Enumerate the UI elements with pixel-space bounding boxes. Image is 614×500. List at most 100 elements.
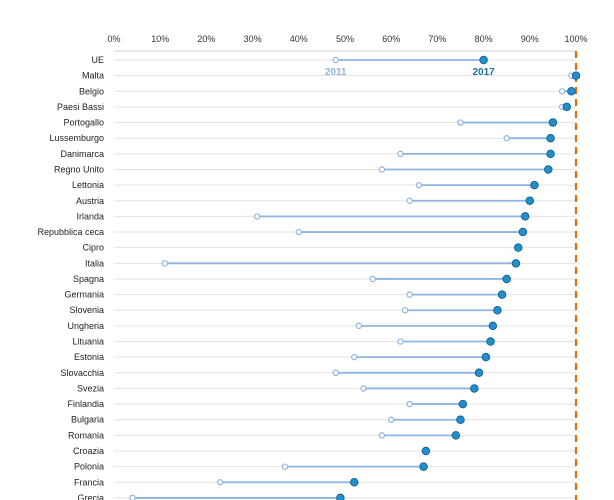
point-2017 bbox=[479, 55, 488, 65]
point-2017 bbox=[571, 71, 581, 80]
category-label: Ungheria bbox=[67, 321, 104, 331]
x-tick-label: 40% bbox=[290, 34, 308, 44]
x-tick-label: 100% bbox=[564, 34, 587, 44]
category-label: Lussemburgo bbox=[49, 133, 104, 143]
category-label: Slovacchia bbox=[60, 368, 104, 378]
category-label: Francia bbox=[74, 477, 104, 487]
point-2011 bbox=[401, 307, 409, 314]
point-2011 bbox=[360, 385, 367, 392]
category-label: Finlandia bbox=[67, 399, 104, 409]
category-label: Portogallo bbox=[63, 118, 104, 128]
category-label: Regno Unito bbox=[54, 164, 104, 174]
category-label: Lettonia bbox=[72, 180, 104, 190]
point-2017 bbox=[502, 274, 511, 284]
point-2017 bbox=[349, 478, 359, 487]
point-2011 bbox=[295, 228, 302, 236]
point-2017 bbox=[562, 102, 572, 112]
point-2011 bbox=[369, 275, 376, 283]
category-label: Repubblica ceca bbox=[37, 227, 104, 237]
point-2017 bbox=[497, 290, 507, 299]
category-label: Slovenia bbox=[69, 305, 104, 315]
point-2011 bbox=[351, 353, 358, 361]
category-label: Irlanda bbox=[76, 211, 104, 221]
point-2017 bbox=[525, 196, 535, 206]
category-label: Malta bbox=[82, 71, 104, 81]
point-2011 bbox=[355, 322, 363, 330]
category-labels: UE Malta Belgio Paesi Bassi Portogallo Lussem… bbox=[37, 55, 104, 500]
category-label: Spagna bbox=[73, 274, 104, 284]
point-2011 bbox=[217, 479, 224, 486]
category-label: Estonia bbox=[74, 352, 104, 362]
point-2017 bbox=[451, 431, 461, 440]
point-2011 bbox=[406, 291, 413, 298]
category-label: UE bbox=[91, 55, 104, 65]
point-2017 bbox=[419, 462, 428, 471]
point-2017 bbox=[493, 305, 502, 315]
x-tick-label: 0% bbox=[107, 34, 120, 44]
point-2017 bbox=[548, 118, 558, 127]
category-label: Austria bbox=[76, 196, 104, 206]
point-2017 bbox=[336, 493, 345, 500]
point-2017 bbox=[546, 133, 555, 143]
point-2017 bbox=[470, 384, 479, 393]
point-2017 bbox=[546, 149, 555, 159]
x-axis: 0% 10% 20% 30% 40% 50% 60% 70% 80% 90% 100% bbox=[107, 34, 588, 52]
category-label: Cipro bbox=[82, 243, 104, 253]
x-tick-label: 60% bbox=[382, 34, 400, 44]
x-tick-label: 50% bbox=[336, 34, 354, 44]
point-2011 bbox=[378, 432, 386, 439]
point-2011 bbox=[406, 197, 413, 204]
x-tick-label: 30% bbox=[244, 34, 262, 44]
category-label: Romania bbox=[68, 430, 104, 440]
point-2017 bbox=[567, 87, 576, 96]
x-tick-label: 10% bbox=[151, 34, 169, 44]
point-2011 bbox=[161, 260, 169, 267]
point-2017 bbox=[456, 415, 465, 424]
point-2011 bbox=[129, 494, 136, 500]
x-tick-label: 90% bbox=[521, 34, 539, 44]
point-2011 bbox=[397, 150, 404, 158]
point-2017 bbox=[481, 352, 491, 362]
data-marks bbox=[129, 55, 581, 500]
point-2011 bbox=[415, 181, 423, 189]
category-label: Danimarca bbox=[60, 149, 104, 159]
point-2011 bbox=[558, 88, 566, 95]
category-label: Polonia bbox=[74, 462, 104, 472]
category-label: Bulgaria bbox=[71, 415, 104, 425]
category-label: Germania bbox=[64, 290, 104, 300]
point-2011 bbox=[378, 166, 386, 173]
category-label: Svezia bbox=[77, 383, 104, 393]
series-label-2011: 2011 bbox=[325, 67, 347, 78]
point-2017 bbox=[514, 243, 523, 252]
point-2017 bbox=[520, 212, 530, 221]
category-label: Grecia bbox=[77, 493, 104, 500]
point-2011 bbox=[457, 119, 464, 126]
category-label: Paesi Bassi bbox=[57, 102, 104, 112]
point-2011 bbox=[503, 134, 510, 142]
point-2017 bbox=[518, 227, 528, 237]
point-2017 bbox=[511, 259, 521, 268]
point-2011 bbox=[254, 213, 261, 220]
series-label-2017: 2017 bbox=[472, 67, 495, 78]
point-2017 bbox=[421, 446, 431, 456]
point-2017 bbox=[486, 337, 495, 346]
point-2011 bbox=[332, 56, 339, 64]
point-2011 bbox=[397, 338, 404, 345]
point-2017 bbox=[488, 321, 498, 331]
x-tick-label: 70% bbox=[428, 34, 446, 44]
point-2011 bbox=[388, 416, 395, 423]
point-2011 bbox=[406, 400, 413, 408]
point-2017 bbox=[474, 368, 484, 378]
point-2017 bbox=[458, 399, 468, 409]
category-label: Croazia bbox=[73, 446, 104, 456]
series-annotations: 2011 2017 bbox=[325, 67, 495, 78]
category-label: Lituania bbox=[72, 337, 104, 347]
x-tick-label: 20% bbox=[197, 34, 215, 44]
point-2017 bbox=[544, 165, 553, 174]
point-2011 bbox=[281, 463, 289, 470]
point-2017 bbox=[530, 180, 539, 190]
category-label: Belgio bbox=[79, 86, 104, 96]
point-2011 bbox=[332, 369, 339, 376]
x-tick-label: 80% bbox=[475, 34, 493, 44]
